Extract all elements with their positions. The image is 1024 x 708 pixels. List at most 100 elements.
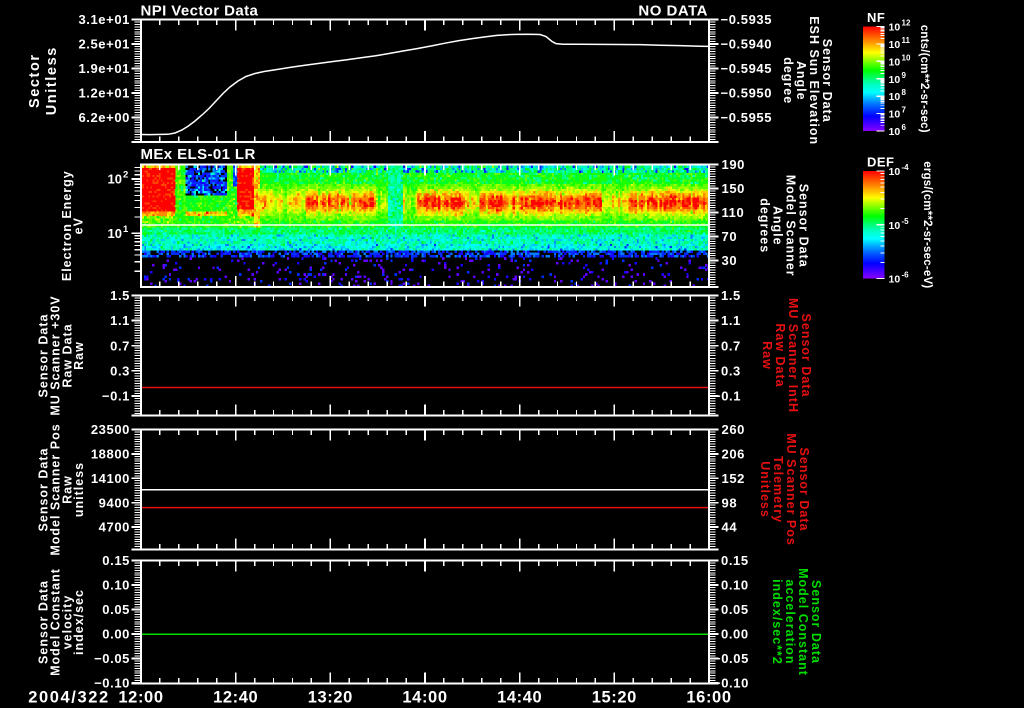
svg-text:eV: eV: [72, 217, 86, 234]
svg-text:−0.5935: −0.5935: [721, 12, 773, 27]
svg-text:7: 7: [902, 106, 907, 115]
svg-text:Sensor Data: Sensor Data: [799, 314, 813, 398]
svg-text:0.00: 0.00: [721, 627, 749, 642]
svg-text:MU Scanner +30V: MU Scanner +30V: [48, 295, 62, 415]
svg-text:Sensor Data: Sensor Data: [797, 184, 811, 268]
svg-text:0.00: 0.00: [102, 627, 130, 642]
svg-text:152: 152: [722, 471, 746, 486]
svg-text:10: 10: [889, 56, 901, 68]
svg-text:index/sec**2: index/sec**2: [770, 579, 784, 665]
svg-text:-5: -5: [902, 217, 910, 226]
svg-text:190: 190: [722, 157, 746, 172]
svg-text:0.15: 0.15: [102, 553, 130, 568]
svg-text:23500: 23500: [91, 422, 130, 437]
svg-text:15:20: 15:20: [592, 689, 637, 707]
svg-text:1: 1: [123, 224, 129, 235]
svg-text:6.2e+00: 6.2e+00: [78, 110, 130, 125]
svg-text:Raw Data: Raw Data: [60, 323, 74, 387]
svg-text:NF: NF: [867, 10, 885, 25]
svg-text:10: 10: [889, 22, 901, 34]
svg-text:10: 10: [889, 126, 901, 138]
svg-text:0.05: 0.05: [102, 602, 130, 617]
svg-text:-4: -4: [902, 163, 910, 172]
svg-text:260: 260: [722, 422, 746, 437]
svg-text:Sensor Data: Sensor Data: [809, 580, 823, 664]
svg-text:9: 9: [902, 71, 907, 80]
svg-text:98: 98: [722, 495, 738, 510]
svg-text:12:00: 12:00: [118, 689, 163, 707]
svg-text:10: 10: [902, 53, 911, 62]
svg-text:Unitless: Unitless: [44, 46, 60, 115]
svg-text:Electron Energy: Electron Energy: [60, 170, 74, 281]
svg-text:unitless: unitless: [72, 462, 86, 517]
svg-text:14:00: 14:00: [402, 689, 447, 707]
svg-text:10: 10: [108, 226, 122, 241]
svg-text:2.5e+01: 2.5e+01: [78, 37, 130, 52]
svg-text:110: 110: [722, 205, 745, 220]
svg-text:44: 44: [722, 520, 738, 535]
svg-text:10: 10: [889, 109, 901, 121]
svg-text:10: 10: [889, 274, 901, 286]
svg-text:1.5: 1.5: [110, 288, 130, 303]
svg-text:Sensor Data: Sensor Data: [37, 313, 51, 397]
svg-text:−0.5950: −0.5950: [721, 86, 773, 101]
svg-text:Model Scanner: Model Scanner: [784, 175, 798, 277]
svg-text:0.10: 0.10: [102, 578, 130, 593]
svg-text:0.05: 0.05: [721, 602, 749, 617]
svg-text:10: 10: [889, 91, 901, 103]
svg-text:Raw: Raw: [72, 341, 86, 370]
svg-text:Model Constant: Model Constant: [48, 568, 62, 676]
svg-text:degrees: degrees: [758, 198, 772, 253]
svg-text:cnts/(cm**2-sr-sec): cnts/(cm**2-sr-sec): [918, 25, 930, 133]
svg-text:4700: 4700: [99, 520, 130, 535]
svg-text:velocity: velocity: [60, 595, 74, 650]
svg-text:NO DATA: NO DATA: [638, 3, 708, 20]
svg-text:0.3: 0.3: [721, 363, 741, 378]
svg-text:1.2e+01: 1.2e+01: [78, 86, 130, 101]
svg-text:−0.10: −0.10: [94, 676, 130, 691]
svg-text:10: 10: [889, 74, 901, 86]
svg-text:30: 30: [722, 253, 738, 268]
svg-text:Raw Data: Raw Data: [773, 323, 787, 387]
svg-text:-6: -6: [902, 271, 910, 280]
svg-text:8: 8: [902, 88, 907, 97]
svg-text:−0.05: −0.05: [94, 651, 130, 666]
svg-text:Model Constant: Model Constant: [796, 568, 810, 676]
svg-text:10: 10: [889, 220, 901, 232]
svg-text:Angle: Angle: [771, 206, 785, 246]
svg-text:11: 11: [902, 36, 911, 45]
svg-text:0.7: 0.7: [721, 338, 741, 353]
svg-text:0.15: 0.15: [721, 553, 749, 568]
svg-text:Sensor Data: Sensor Data: [797, 448, 811, 532]
svg-text:ESH Sun Elevation: ESH Sun Elevation: [807, 16, 821, 145]
svg-text:Raw: Raw: [760, 341, 774, 370]
svg-text:acceleration: acceleration: [783, 580, 797, 665]
svg-text:12: 12: [902, 19, 911, 28]
svg-text:1.1: 1.1: [721, 313, 741, 328]
svg-text:0.10: 0.10: [721, 578, 749, 593]
svg-text:10: 10: [889, 39, 901, 51]
svg-text:18800: 18800: [91, 447, 130, 462]
svg-text:−0.10: −0.10: [713, 676, 749, 691]
svg-text:MEx ELS-01 LR: MEx ELS-01 LR: [141, 146, 256, 163]
svg-text:14:40: 14:40: [497, 689, 542, 707]
svg-text:3.1e+01: 3.1e+01: [78, 12, 130, 27]
svg-text:DEF: DEF: [867, 155, 895, 170]
svg-text:Model Scanner Pos: Model Scanner Pos: [48, 423, 62, 555]
svg-text:1.1: 1.1: [110, 313, 130, 328]
svg-text:Sensor Data: Sensor Data: [820, 39, 834, 123]
svg-text:index/sec: index/sec: [72, 589, 86, 655]
svg-text:Telemetry: Telemetry: [771, 456, 785, 523]
svg-text:Raw: Raw: [60, 475, 74, 504]
svg-text:−0.5940: −0.5940: [721, 37, 773, 52]
svg-text:Sector: Sector: [27, 53, 43, 108]
svg-text:150: 150: [722, 181, 746, 196]
svg-text:MU Scanner IntH: MU Scanner IntH: [786, 298, 800, 413]
svg-text:9400: 9400: [99, 495, 130, 510]
svg-text:−0.5945: −0.5945: [721, 61, 773, 76]
svg-text:1.9e+01: 1.9e+01: [78, 61, 130, 76]
svg-text:−0.1: −0.1: [713, 389, 741, 404]
svg-text:ergs/(cm**2-sr-sec-eV): ergs/(cm**2-sr-sec-eV): [921, 161, 933, 288]
svg-text:degree: degree: [781, 57, 795, 104]
svg-text:1.5: 1.5: [721, 288, 741, 303]
